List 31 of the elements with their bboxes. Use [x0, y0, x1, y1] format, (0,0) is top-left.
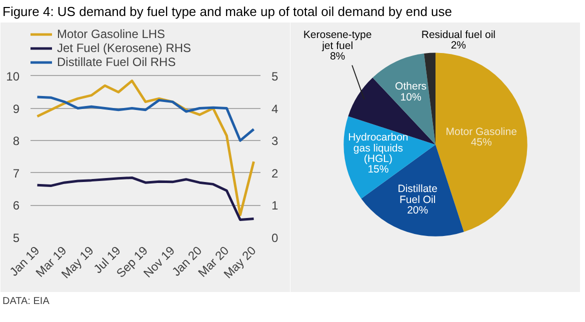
- data-label: 2%: [450, 39, 466, 52]
- data-label: 10%: [400, 91, 422, 104]
- y2-tick-label: 0: [272, 231, 278, 245]
- y2-tick-label: 2: [272, 166, 278, 180]
- y-tick-label: 6: [12, 198, 20, 213]
- data-label: 15%: [368, 164, 389, 176]
- y-tick-label: 7: [12, 166, 20, 180]
- slice-label: Others: [395, 80, 427, 93]
- text: DATA: EIA: [2, 296, 50, 307]
- chart-title: Figure 4: US demand by fuel type and make up of total oil demand by end use: [2, 4, 452, 19]
- slice-label: Motor Gasoline: [446, 126, 518, 138]
- y-tick-label: 5: [12, 231, 20, 245]
- line-series: [36, 96, 255, 142]
- y2-tick-label: 3: [272, 134, 278, 148]
- slice-label: Residual fuel oil: [421, 28, 496, 41]
- y-tick-label: 8: [12, 134, 20, 148]
- legend-label: Jet Fuel (Kerosene) RHS: [57, 41, 192, 55]
- data-label: 8%: [330, 50, 346, 63]
- legend-label: Motor Gasoline LHS: [57, 27, 166, 41]
- y-tick-label: 10: [6, 69, 20, 84]
- y2-tick-label: 4: [272, 102, 278, 116]
- data-label: 45%: [470, 136, 492, 149]
- y2-tick-label: 5: [272, 69, 278, 84]
- legend-label: Distillate Fuel Oil RHS: [57, 55, 176, 69]
- y-tick-label: 9: [12, 102, 20, 116]
- y2-tick-label: 1: [272, 198, 278, 213]
- data-label: 20%: [407, 204, 428, 216]
- slice-label: Hydrocarbon gas liquids (HGL): [348, 132, 408, 166]
- slice-label: Distillate Fuel Oil: [398, 183, 438, 206]
- slice-label: Kerosene-type jet fuel: [303, 29, 372, 52]
- line-series: [36, 176, 255, 221]
